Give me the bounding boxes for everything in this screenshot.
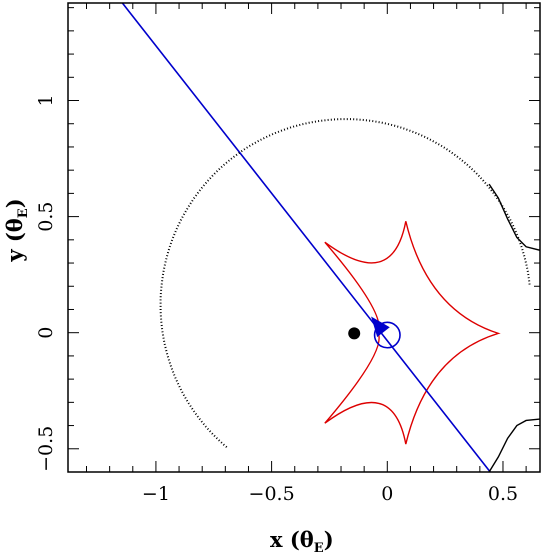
y-tick-label: −0.5 (35, 426, 57, 472)
direction-arrow (371, 316, 390, 338)
y-tick-label: 1 (35, 94, 57, 106)
x-tick-label: −0.5 (249, 483, 295, 505)
y-tick-label: 0 (35, 327, 57, 339)
source-circle (373, 321, 401, 349)
critical-curve (488, 418, 540, 472)
plot-frame (67, 2, 541, 473)
axis-ticks (68, 3, 540, 473)
x-axis-label: x (θE) (270, 527, 334, 555)
source-trajectory (121, 3, 491, 472)
y-axis-label: y (θE) (2, 198, 31, 262)
x-tick-label: 0.5 (488, 483, 518, 505)
lens-point (348, 327, 361, 340)
x-tick-label: 0 (381, 483, 393, 505)
plot-area (121, 3, 540, 472)
critical-curve (488, 183, 540, 251)
tick-labels: −1 −0.5 0 0.5 −0.5 0 0.5 1 (35, 94, 518, 505)
x-tick-label: −1 (142, 483, 170, 505)
y-tick-label: 0.5 (35, 201, 57, 231)
